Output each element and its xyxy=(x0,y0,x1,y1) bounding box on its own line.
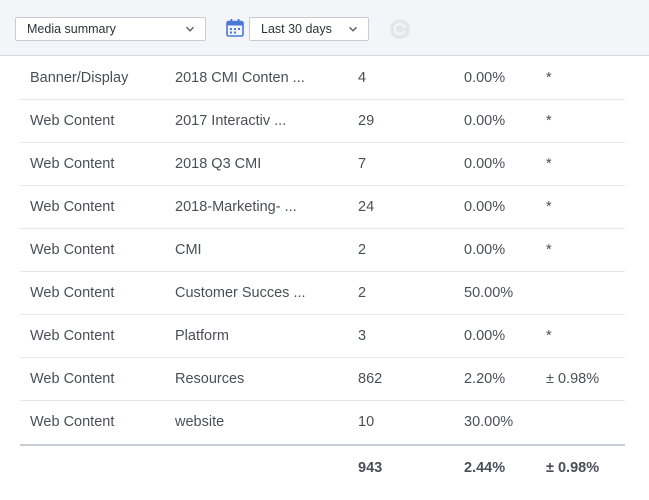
campaign-cell: 2017 Interactiv ... xyxy=(175,113,287,129)
date-range-select[interactable]: Last 30 days xyxy=(249,17,369,41)
count-cell: 24 xyxy=(358,199,375,215)
campaign-cell: Platform xyxy=(175,328,229,344)
count-cell: 2 xyxy=(358,242,367,258)
rate-cell: 30.00% xyxy=(464,414,514,430)
rate-cell: 50.00% xyxy=(464,285,514,301)
media-type-cell: Banner/Display xyxy=(30,70,129,86)
count-cell: 3 xyxy=(358,328,367,344)
rate-cell: 0.00% xyxy=(464,328,506,344)
media-summary-select[interactable]: Media summary xyxy=(15,17,206,41)
margin-cell: * xyxy=(546,156,552,172)
media-type-cell: Web Content xyxy=(30,371,115,387)
date-range-select-value: Last 30 days xyxy=(261,22,332,36)
table-row: Web Content Customer Succes ... 2 50.00% xyxy=(20,272,625,315)
campaign-cell: website xyxy=(175,414,225,430)
table-row: Web Content 2017 Interactiv ... 29 0.00%… xyxy=(20,100,625,143)
toolbar: Media summary Last 30 days xyxy=(0,0,649,56)
margin-cell: * xyxy=(546,328,552,344)
count-cell: 862 xyxy=(358,371,383,387)
rate-cell: 0.00% xyxy=(464,156,506,172)
total-rate-cell: 2.44% xyxy=(464,460,506,476)
table-row: Banner/Display 2018 CMI Conten ... 4 0.0… xyxy=(20,57,625,100)
margin-cell: * xyxy=(546,199,552,215)
campaign-cell: 2018-Marketing- ... xyxy=(175,199,297,215)
media-type-cell: Web Content xyxy=(30,113,115,129)
rate-cell: 2.20% xyxy=(464,371,506,387)
table-row: Web Content CMI 2 0.00% * xyxy=(20,229,625,272)
calendar-icon[interactable] xyxy=(225,18,245,38)
table-total-row: 943 2.44% ± 0.98% xyxy=(20,444,625,490)
rate-cell: 0.00% xyxy=(464,70,506,86)
table-row: Web Content website 10 30.00% xyxy=(20,401,625,444)
margin-cell: * xyxy=(546,113,552,129)
rate-cell: 0.00% xyxy=(464,199,506,215)
media-type-cell: Web Content xyxy=(30,242,115,258)
campaign-cell: CMI xyxy=(175,242,202,258)
rate-cell: 0.00% xyxy=(464,242,506,258)
margin-cell: ± 0.98% xyxy=(546,371,600,387)
table-row: Web Content Platform 3 0.00% * xyxy=(20,315,625,358)
table-row: Web Content Resources 862 2.20% ± 0.98% xyxy=(20,358,625,401)
media-type-cell: Web Content xyxy=(30,328,115,344)
refresh-icon[interactable] xyxy=(389,18,411,40)
total-margin-cell: ± 0.98% xyxy=(546,460,600,476)
campaign-cell: 2018 Q3 CMI xyxy=(175,156,262,172)
count-cell: 10 xyxy=(358,414,375,430)
rate-cell: 0.00% xyxy=(464,113,506,129)
campaign-cell: Resources xyxy=(175,371,245,387)
media-type-cell: Web Content xyxy=(30,414,115,430)
count-cell: 29 xyxy=(358,113,375,129)
count-cell: 2 xyxy=(358,285,367,301)
margin-cell: * xyxy=(546,242,552,258)
media-type-cell: Web Content xyxy=(30,199,115,215)
campaign-cell: Customer Succes ... xyxy=(175,285,306,301)
count-cell: 7 xyxy=(358,156,367,172)
table-row: Web Content 2018-Marketing- ... 24 0.00%… xyxy=(20,186,625,229)
chevron-down-icon xyxy=(186,26,194,32)
media-summary-select-value: Media summary xyxy=(27,22,116,36)
media-type-cell: Web Content xyxy=(30,285,115,301)
media-type-cell: Web Content xyxy=(30,156,115,172)
count-cell: 4 xyxy=(358,70,367,86)
table-row: Web Content 2018 Q3 CMI 7 0.00% * xyxy=(20,143,625,186)
campaign-cell: 2018 CMI Conten ... xyxy=(175,70,305,86)
margin-cell: * xyxy=(546,70,552,86)
total-count-cell: 943 xyxy=(358,460,383,476)
chevron-down-icon xyxy=(349,26,357,32)
